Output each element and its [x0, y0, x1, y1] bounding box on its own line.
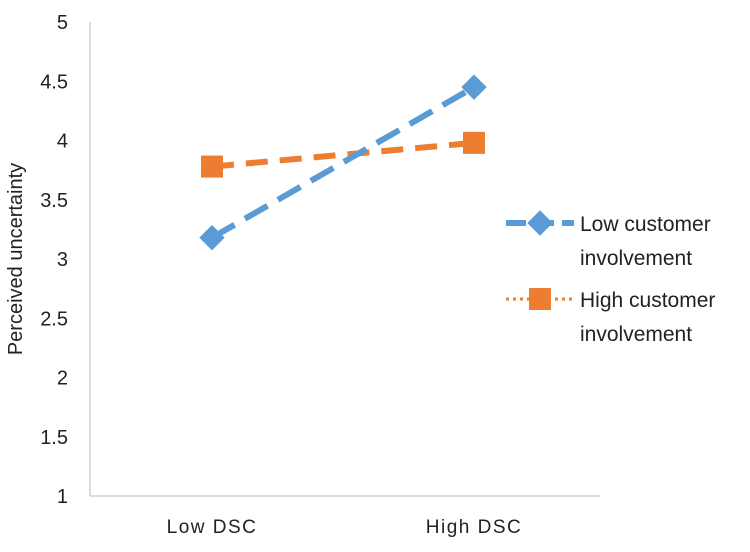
series-line [210, 84, 476, 241]
data-point [461, 74, 487, 100]
x-tick-label: High DSC [426, 517, 522, 538]
y-tick-label: 4.5 [40, 71, 68, 93]
legend-item: High customer involvement [506, 288, 715, 346]
series-group [201, 131, 485, 178]
legend-label: involvement [580, 323, 692, 346]
series-line [211, 139, 475, 170]
legend-label: Low customer [580, 213, 711, 236]
y-tick-label: 3 [57, 249, 68, 271]
legend-label: involvement [580, 247, 692, 270]
y-tick-labels: 1 1.5 2 2.5 3 3.5 4 4.5 5 [40, 12, 68, 508]
y-tick-label: 1 [57, 486, 68, 508]
series [199, 74, 487, 251]
x-tick-label: Low DSC [167, 517, 258, 538]
data-point [201, 155, 223, 178]
y-tick-label: 3.5 [40, 190, 68, 212]
series-group [199, 74, 487, 251]
legend-swatch-marker [527, 210, 553, 236]
legend-label: High customer [580, 289, 715, 312]
y-tick-label: 1.5 [40, 427, 68, 449]
legend-item: Low customer involvement [506, 210, 711, 270]
y-axis-title: Perceived uncertainty [5, 163, 27, 355]
data-point [199, 224, 225, 251]
y-tick-label: 5 [57, 12, 68, 34]
legend-swatch-marker [529, 288, 551, 310]
data-point [463, 131, 485, 154]
legend: Low customer involvement High customer invo… [506, 210, 715, 346]
x-tick-labels: Low DSC High DSC [167, 517, 522, 538]
y-tick-label: 2.5 [40, 308, 68, 330]
y-tick-label: 2 [57, 368, 68, 390]
axes [89, 22, 600, 497]
y-tick-label: 4 [57, 131, 68, 153]
